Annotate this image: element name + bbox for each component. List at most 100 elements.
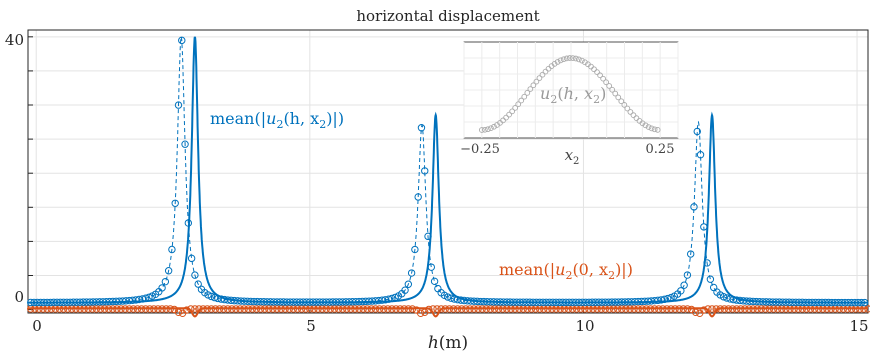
data-point-blue [706, 275, 715, 283]
inset-points [478, 55, 661, 133]
x-tick-label-15: 15 [849, 317, 868, 335]
data-point-blue [171, 199, 179, 207]
data-point-orange [769, 305, 778, 313]
inset-data-point [515, 101, 522, 108]
data-point-orange [577, 305, 585, 313]
y-tick-label-40: 40 [5, 31, 24, 49]
data-point-orange [109, 305, 117, 313]
x-tick-label-10: 10 [575, 317, 594, 335]
data-point-orange [133, 305, 142, 313]
data-point-blue [401, 286, 409, 294]
inset-data-point [572, 55, 579, 62]
data-point-orange [753, 305, 761, 313]
data-point-orange [441, 305, 449, 313]
data-point-orange [663, 305, 671, 313]
data-point-blue [719, 293, 728, 301]
data-point-orange [593, 305, 601, 313]
series-group [27, 36, 870, 318]
data-point-orange [293, 305, 302, 313]
data-point-blue [207, 292, 216, 301]
data-point-orange [474, 305, 482, 313]
data-point-orange [228, 305, 236, 313]
data-point-orange [466, 305, 474, 313]
data-point-orange [150, 305, 158, 313]
data-point-blue [430, 277, 439, 286]
inset-data-point [603, 79, 609, 86]
inset-data-point [557, 57, 564, 64]
annotation-mean-u2-0: mean(|u2(0, x2)|) [499, 260, 633, 282]
data-point-orange [334, 305, 343, 313]
data-point-blue [158, 284, 166, 292]
data-point-blue [857, 298, 866, 307]
inset-data-point [645, 124, 652, 130]
data-point-orange [478, 305, 486, 313]
inset-data-point [654, 127, 661, 133]
inset-data-point [527, 86, 534, 92]
inset-data-point [651, 126, 658, 133]
data-point-blue [417, 124, 426, 132]
data-point-orange [224, 305, 232, 313]
data-point-orange [437, 305, 445, 313]
data-point-orange [162, 305, 170, 313]
data-point-orange [203, 305, 211, 313]
data-point-blue [683, 271, 692, 279]
data-point-orange [449, 305, 458, 313]
data-point-orange [761, 305, 770, 313]
inset-data-point [506, 111, 512, 118]
data-point-orange [634, 305, 642, 313]
data-point-blue [861, 298, 869, 307]
data-point-orange [642, 305, 651, 313]
data-point-orange [359, 305, 367, 313]
data-point-orange [511, 305, 519, 313]
inset-data-point [591, 66, 597, 73]
data-point-blue [709, 283, 718, 292]
inset-data-point [624, 105, 631, 112]
data-point-orange [679, 305, 688, 313]
data-point-orange [774, 305, 782, 313]
data-point-orange [650, 305, 659, 313]
data-point-orange [154, 305, 162, 313]
inset-data-point [478, 127, 485, 133]
inset-data-point [503, 114, 509, 121]
inset-x-tick-label-neg: −0.25 [460, 142, 500, 157]
data-point-orange [121, 305, 129, 313]
data-point-orange [355, 305, 363, 313]
data-point-orange [716, 305, 724, 313]
data-point-orange [207, 305, 216, 313]
inset-data-point [563, 55, 570, 62]
data-point-orange [84, 305, 92, 313]
data-point-orange [211, 305, 220, 313]
inset-plot: u2(h, x2) −0.25 0.25 x2 [460, 41, 679, 167]
data-point-orange [494, 305, 503, 313]
data-point-orange [92, 305, 101, 313]
data-point-orange [51, 305, 60, 313]
data-point-blue [690, 203, 698, 211]
inset-data-point [569, 55, 576, 61]
data-point-blue [664, 294, 672, 303]
data-point-orange [384, 305, 392, 313]
data-point-orange [691, 308, 700, 316]
data-point-blue [700, 223, 708, 231]
data-point-orange [704, 305, 712, 313]
data-point-orange [433, 305, 441, 313]
data-point-orange [326, 305, 335, 313]
data-point-blue [164, 267, 173, 275]
data-point-orange [146, 305, 154, 313]
data-point-orange [609, 305, 618, 313]
data-point-blue [424, 232, 432, 241]
inset-data-point [627, 109, 634, 115]
inset-data-point [621, 102, 628, 108]
data-point-orange [191, 305, 199, 313]
data-point-orange [388, 305, 396, 313]
data-point-orange [330, 305, 339, 313]
data-point-blue [434, 284, 442, 293]
inset-data-point [606, 83, 613, 89]
data-point-orange [737, 305, 745, 313]
inset-data-point [642, 122, 649, 129]
data-point-orange [708, 305, 716, 313]
data-point-blue [421, 167, 429, 175]
data-point-blue [427, 263, 436, 271]
data-point-blue [174, 101, 183, 109]
data-point-orange [712, 305, 720, 313]
